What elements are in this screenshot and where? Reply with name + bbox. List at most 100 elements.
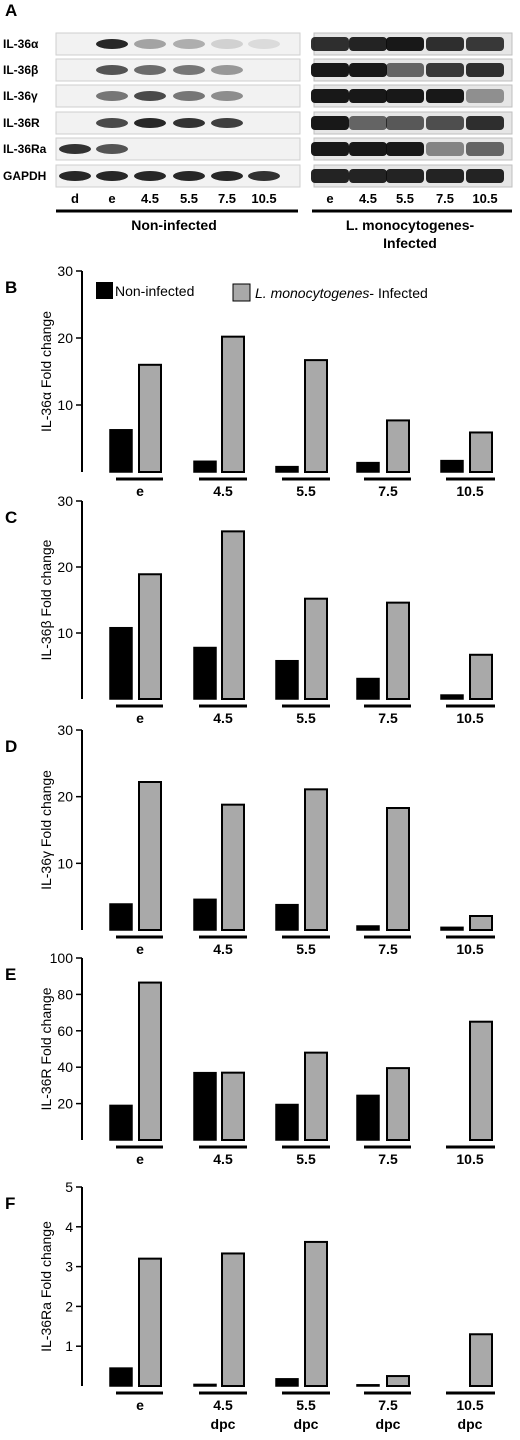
y-axis-label: IL-36Ra Fold change <box>38 1221 54 1352</box>
bar-infected <box>469 1333 493 1388</box>
lane-label: 7.5 <box>436 191 454 206</box>
x-category-label: 5.5 <box>296 1151 316 1167</box>
blot-band <box>96 39 128 49</box>
bar-infected <box>386 419 410 474</box>
bar-infected <box>138 781 162 931</box>
bar-infected <box>138 363 162 473</box>
y-tick-label: 4 <box>65 1219 73 1235</box>
blot-band <box>211 91 243 101</box>
bar-infected <box>221 803 245 932</box>
bar-noninfected <box>193 1071 217 1141</box>
blot-protein-label: IL-36β <box>3 63 38 77</box>
blot-band <box>173 118 205 128</box>
lane-label: 10.5 <box>472 191 497 206</box>
x-category-label: 5.5 <box>296 1397 316 1413</box>
y-axis-label: IL-36β Fold change <box>38 539 54 660</box>
y-tick-label: 10 <box>57 625 73 641</box>
noninfected-group-label: Non-infected <box>131 217 217 233</box>
x-unit-label: dpc <box>211 1416 236 1432</box>
x-category-label: e <box>136 710 144 726</box>
y-tick-label: 60 <box>57 1023 73 1039</box>
lane-label: 5.5 <box>396 191 414 206</box>
y-axis-label: IL-36α Fold change <box>38 311 54 432</box>
blot-band <box>466 89 504 103</box>
blot-band <box>349 142 387 156</box>
panel-letter-a: A <box>5 1 17 20</box>
y-tick-label: 10 <box>57 397 73 413</box>
bar-noninfected <box>109 429 133 473</box>
blot-strip-noninfected <box>55 32 301 56</box>
y-tick-label: 20 <box>57 330 73 346</box>
infected-group-label-line1: L. monocytogenes- <box>346 217 475 233</box>
blot-band <box>349 37 387 51</box>
bar-noninfected <box>109 626 133 700</box>
x-unit-label: dpc <box>458 1416 483 1432</box>
bar-infected <box>138 573 162 701</box>
lane-label: 7.5 <box>218 191 236 206</box>
bar-noninfected <box>109 1367 133 1387</box>
x-category-label: e <box>136 1151 144 1167</box>
bar-infected <box>469 915 493 931</box>
y-tick-label: 30 <box>57 263 73 279</box>
infected-group-label-line2: Infected <box>383 235 437 251</box>
bar-noninfected <box>193 460 217 473</box>
x-category-label: 10.5 <box>456 941 483 957</box>
blot-band <box>426 116 464 130</box>
y-tick-label: 5 <box>65 1179 73 1195</box>
panel-letter: F <box>5 1194 15 1213</box>
x-category-label: 7.5 <box>378 710 398 726</box>
x-category-label: 4.5 <box>213 710 233 726</box>
blot-band <box>311 63 349 77</box>
blot-strip-noninfected <box>55 137 301 161</box>
blot-band <box>466 63 504 77</box>
panel-letter: D <box>5 737 17 756</box>
lane-label: e <box>108 191 115 206</box>
bar-noninfected <box>275 465 299 473</box>
x-category-label: 10.5 <box>456 710 483 726</box>
bar-noninfected <box>356 1094 380 1141</box>
chart-3: D 10 20 30 IL-36γ Fold change e 4.5 5.5 7.5 10.5 <box>5 722 495 957</box>
blot-band <box>96 118 128 128</box>
y-axis-label: IL-36γ Fold change <box>38 770 54 890</box>
western-blot-panel: A IL-36α IL-36β IL-36γ IL-36R IL-36Ra GAPDH d e 4… <box>3 1 513 251</box>
x-category-label: 7.5 <box>378 483 398 499</box>
x-category-label: 10.5 <box>456 1151 483 1167</box>
x-category-label: 7.5 <box>378 1151 398 1167</box>
blot-band <box>134 171 166 181</box>
blot-band <box>211 39 243 49</box>
blot-band <box>311 116 349 130</box>
bar-noninfected <box>275 659 299 700</box>
x-category-label: 10.5 <box>456 483 483 499</box>
bar-infected <box>304 597 328 700</box>
y-tick-label: 1 <box>65 1338 73 1354</box>
blot-band <box>211 65 243 75</box>
blot-protein-label: IL-36γ <box>3 89 38 103</box>
blot-band <box>211 118 243 128</box>
blot-band <box>349 63 387 77</box>
bar-noninfected <box>356 677 380 700</box>
bar-infected <box>386 807 410 931</box>
panel-letter: B <box>5 278 17 297</box>
blot-band <box>426 169 464 183</box>
y-tick-label: 20 <box>57 1096 73 1112</box>
y-tick-label: 30 <box>57 493 73 509</box>
legend-label-noninfected: Non-infected <box>115 283 194 299</box>
bar-noninfected <box>275 1103 299 1141</box>
bar-infected <box>469 431 493 473</box>
bar-noninfected <box>356 461 380 473</box>
y-tick-label: 100 <box>50 950 74 966</box>
blot-band <box>426 89 464 103</box>
blot-band <box>173 65 205 75</box>
blot-band <box>349 169 387 183</box>
y-tick-label: 3 <box>65 1259 73 1275</box>
blot-band <box>96 171 128 181</box>
blot-protein-label: GAPDH <box>3 169 46 183</box>
bar-infected <box>138 1257 162 1388</box>
blot-band <box>426 142 464 156</box>
bar-infected <box>221 530 245 700</box>
blot-band <box>426 37 464 51</box>
x-category-label: e <box>136 1397 144 1413</box>
x-category-label: e <box>136 941 144 957</box>
blot-band <box>349 116 387 130</box>
